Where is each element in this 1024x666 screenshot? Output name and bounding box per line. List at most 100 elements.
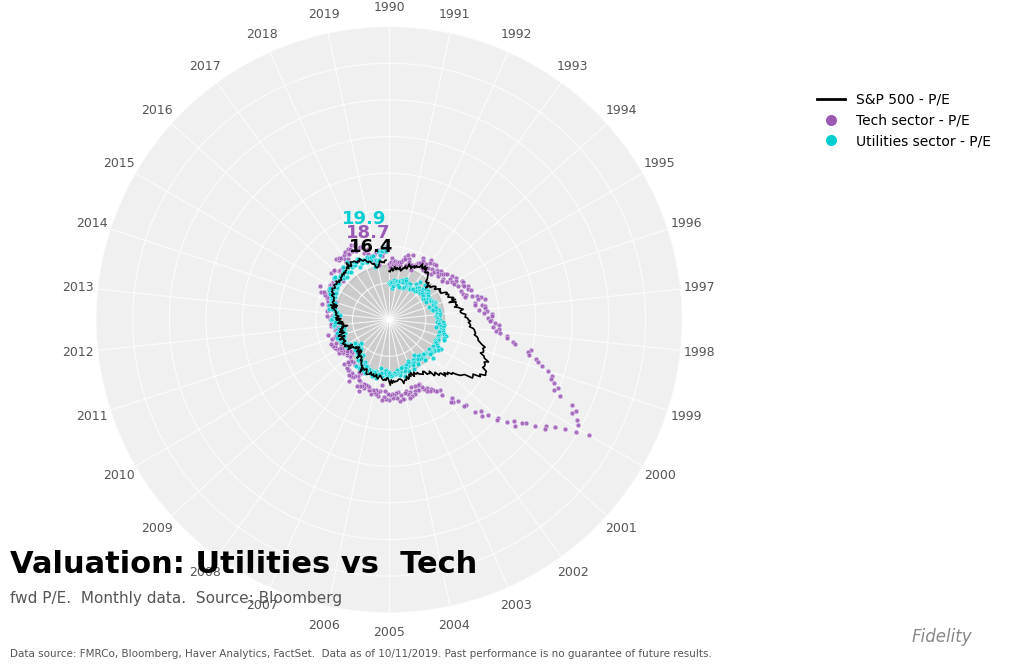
Point [433, 269, 450, 280]
Point [339, 257, 355, 268]
Point [397, 360, 414, 370]
Point [339, 272, 355, 283]
Point [454, 285, 470, 296]
Point [326, 304, 342, 315]
Point [328, 308, 344, 318]
Point [563, 408, 580, 418]
Point [342, 352, 358, 363]
Point [366, 367, 382, 378]
Point [397, 275, 414, 286]
Point [352, 358, 369, 368]
Point [479, 306, 496, 316]
Point [402, 283, 419, 294]
Point [368, 373, 384, 384]
Point [420, 263, 436, 274]
Point [361, 385, 378, 396]
Point [435, 269, 452, 280]
Point [340, 370, 356, 381]
Point [344, 348, 360, 358]
Point [329, 284, 345, 295]
Point [352, 339, 369, 350]
Point [337, 247, 353, 258]
Point [433, 266, 450, 276]
Point [354, 241, 371, 252]
Point [527, 354, 544, 364]
Point [333, 326, 349, 336]
Point [332, 265, 348, 276]
Point [449, 276, 465, 286]
Point [374, 380, 390, 391]
Point [367, 256, 383, 267]
Point [326, 272, 342, 283]
Point [426, 299, 442, 310]
Point [546, 384, 562, 395]
Point [321, 299, 337, 310]
Point [359, 380, 376, 391]
Point [351, 241, 368, 252]
Point [384, 282, 400, 293]
Point [425, 385, 441, 396]
Point [351, 346, 368, 356]
Point [323, 314, 339, 325]
Point [329, 328, 345, 338]
Point [354, 380, 371, 391]
Point [366, 250, 382, 260]
Point [326, 320, 342, 331]
Point [428, 260, 444, 270]
Point [322, 283, 338, 294]
Point [357, 246, 374, 256]
Point [326, 310, 342, 321]
Point [425, 344, 441, 355]
Point [340, 244, 356, 254]
Point [328, 278, 344, 289]
Point [376, 392, 392, 402]
Point [456, 281, 472, 292]
Point [327, 315, 343, 326]
Point [331, 315, 347, 326]
Point [428, 336, 444, 347]
Point [402, 358, 419, 369]
Point [337, 328, 353, 338]
Point [333, 272, 349, 283]
Point [321, 288, 337, 298]
Point [357, 256, 374, 267]
Text: fwd P/E.  Monthly data.  Source: Bloomberg: fwd P/E. Monthly data. Source: Bloomberg [10, 591, 342, 606]
Point [407, 389, 423, 400]
Point [327, 308, 343, 319]
Point [377, 366, 393, 377]
Point [349, 354, 366, 365]
Point [333, 336, 349, 347]
Point [384, 281, 400, 292]
Point [353, 352, 370, 363]
Point [349, 380, 366, 391]
Point [389, 279, 406, 290]
Point [404, 284, 421, 294]
Point [349, 346, 366, 357]
Point [400, 366, 417, 376]
Point [426, 258, 442, 269]
Point [335, 266, 351, 277]
Point [552, 390, 568, 401]
Point [530, 357, 547, 368]
Point [570, 419, 587, 430]
Point [362, 255, 379, 266]
Point [323, 320, 339, 331]
Point [427, 301, 443, 312]
Point [325, 298, 341, 309]
Point [329, 326, 345, 337]
Point [473, 291, 489, 302]
Point [323, 318, 339, 329]
Point [364, 371, 380, 382]
Point [429, 341, 445, 352]
Point [327, 303, 343, 314]
Point [417, 353, 433, 364]
Point [325, 314, 341, 324]
Point [360, 385, 377, 396]
Point [324, 301, 340, 312]
Point [351, 262, 368, 272]
Point [411, 282, 427, 293]
Point [431, 318, 447, 328]
Point [360, 252, 377, 263]
Point [390, 280, 407, 290]
Point [518, 418, 535, 428]
